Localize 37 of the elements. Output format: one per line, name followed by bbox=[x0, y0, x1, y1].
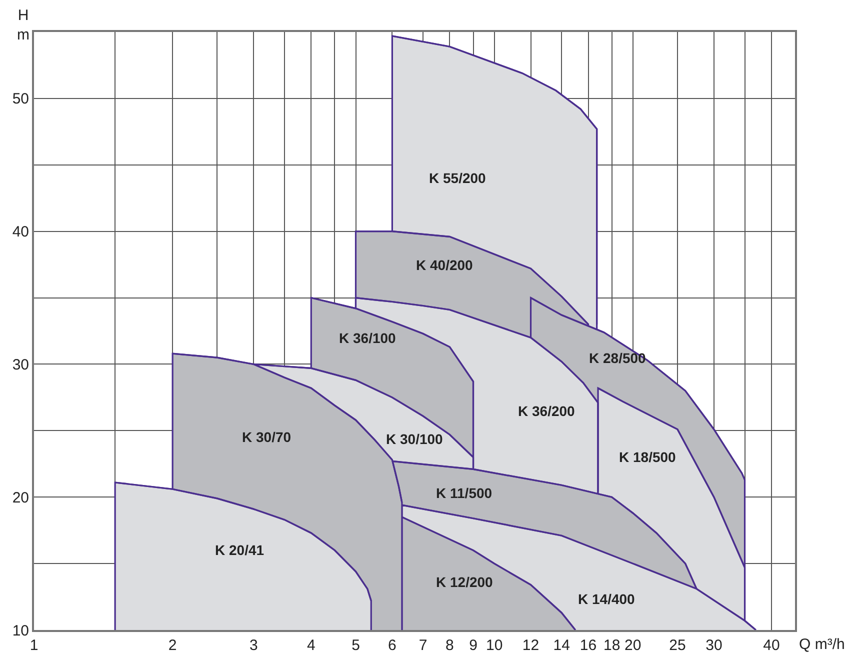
x-tick-label: 25 bbox=[669, 637, 686, 654]
x-tick-label: 20 bbox=[624, 637, 642, 654]
y-tick-label: 30 bbox=[12, 356, 29, 374]
x-tick-label: 5 bbox=[352, 637, 360, 654]
x-tick-label: 3 bbox=[249, 637, 258, 654]
x-tick-label: 40 bbox=[763, 637, 780, 654]
x-axis-title: Q m³/h bbox=[799, 636, 845, 653]
x-tick-label: 12 bbox=[522, 637, 540, 654]
x-tick-label: 18 bbox=[603, 637, 620, 654]
x-tick-label: 9 bbox=[469, 637, 478, 654]
x-tick-label: 10 bbox=[486, 637, 503, 654]
y-tick-label: 20 bbox=[12, 489, 29, 506]
series-label: K 12/200 bbox=[436, 574, 494, 590]
x-tick-label: 4 bbox=[306, 637, 316, 654]
series-label: K 20/41 bbox=[215, 542, 264, 558]
series-label: K 28/500 bbox=[589, 350, 646, 366]
series-label: K 36/200 bbox=[518, 403, 576, 419]
y-axis-title: H m bbox=[17, 7, 30, 44]
y-tick-label: 10 bbox=[12, 622, 29, 640]
series-label: K 36/100 bbox=[339, 330, 396, 346]
y-tick-label: 50 bbox=[12, 90, 29, 108]
x-tick-label: 2 bbox=[168, 637, 177, 654]
series-label: K 40/200 bbox=[416, 257, 474, 273]
x-tick-label: 8 bbox=[446, 637, 454, 654]
x-tick-label: 1 bbox=[30, 637, 38, 654]
series-label: K 30/100 bbox=[386, 431, 444, 447]
x-tick-label: 30 bbox=[706, 637, 722, 654]
x-tick-label: 7 bbox=[418, 637, 428, 654]
series-label: K 55/200 bbox=[429, 170, 486, 186]
x-tick-label: 14 bbox=[553, 637, 570, 654]
series-label: K 11/500 bbox=[436, 485, 492, 501]
x-tick-label: 6 bbox=[388, 637, 396, 654]
series-label: K 30/70 bbox=[242, 429, 292, 445]
series-label: K 14/400 bbox=[578, 591, 636, 607]
x-tick-label: 16 bbox=[580, 637, 597, 654]
y-tick-label: 40 bbox=[12, 224, 29, 241]
series-label: K 18/500 bbox=[619, 449, 676, 465]
